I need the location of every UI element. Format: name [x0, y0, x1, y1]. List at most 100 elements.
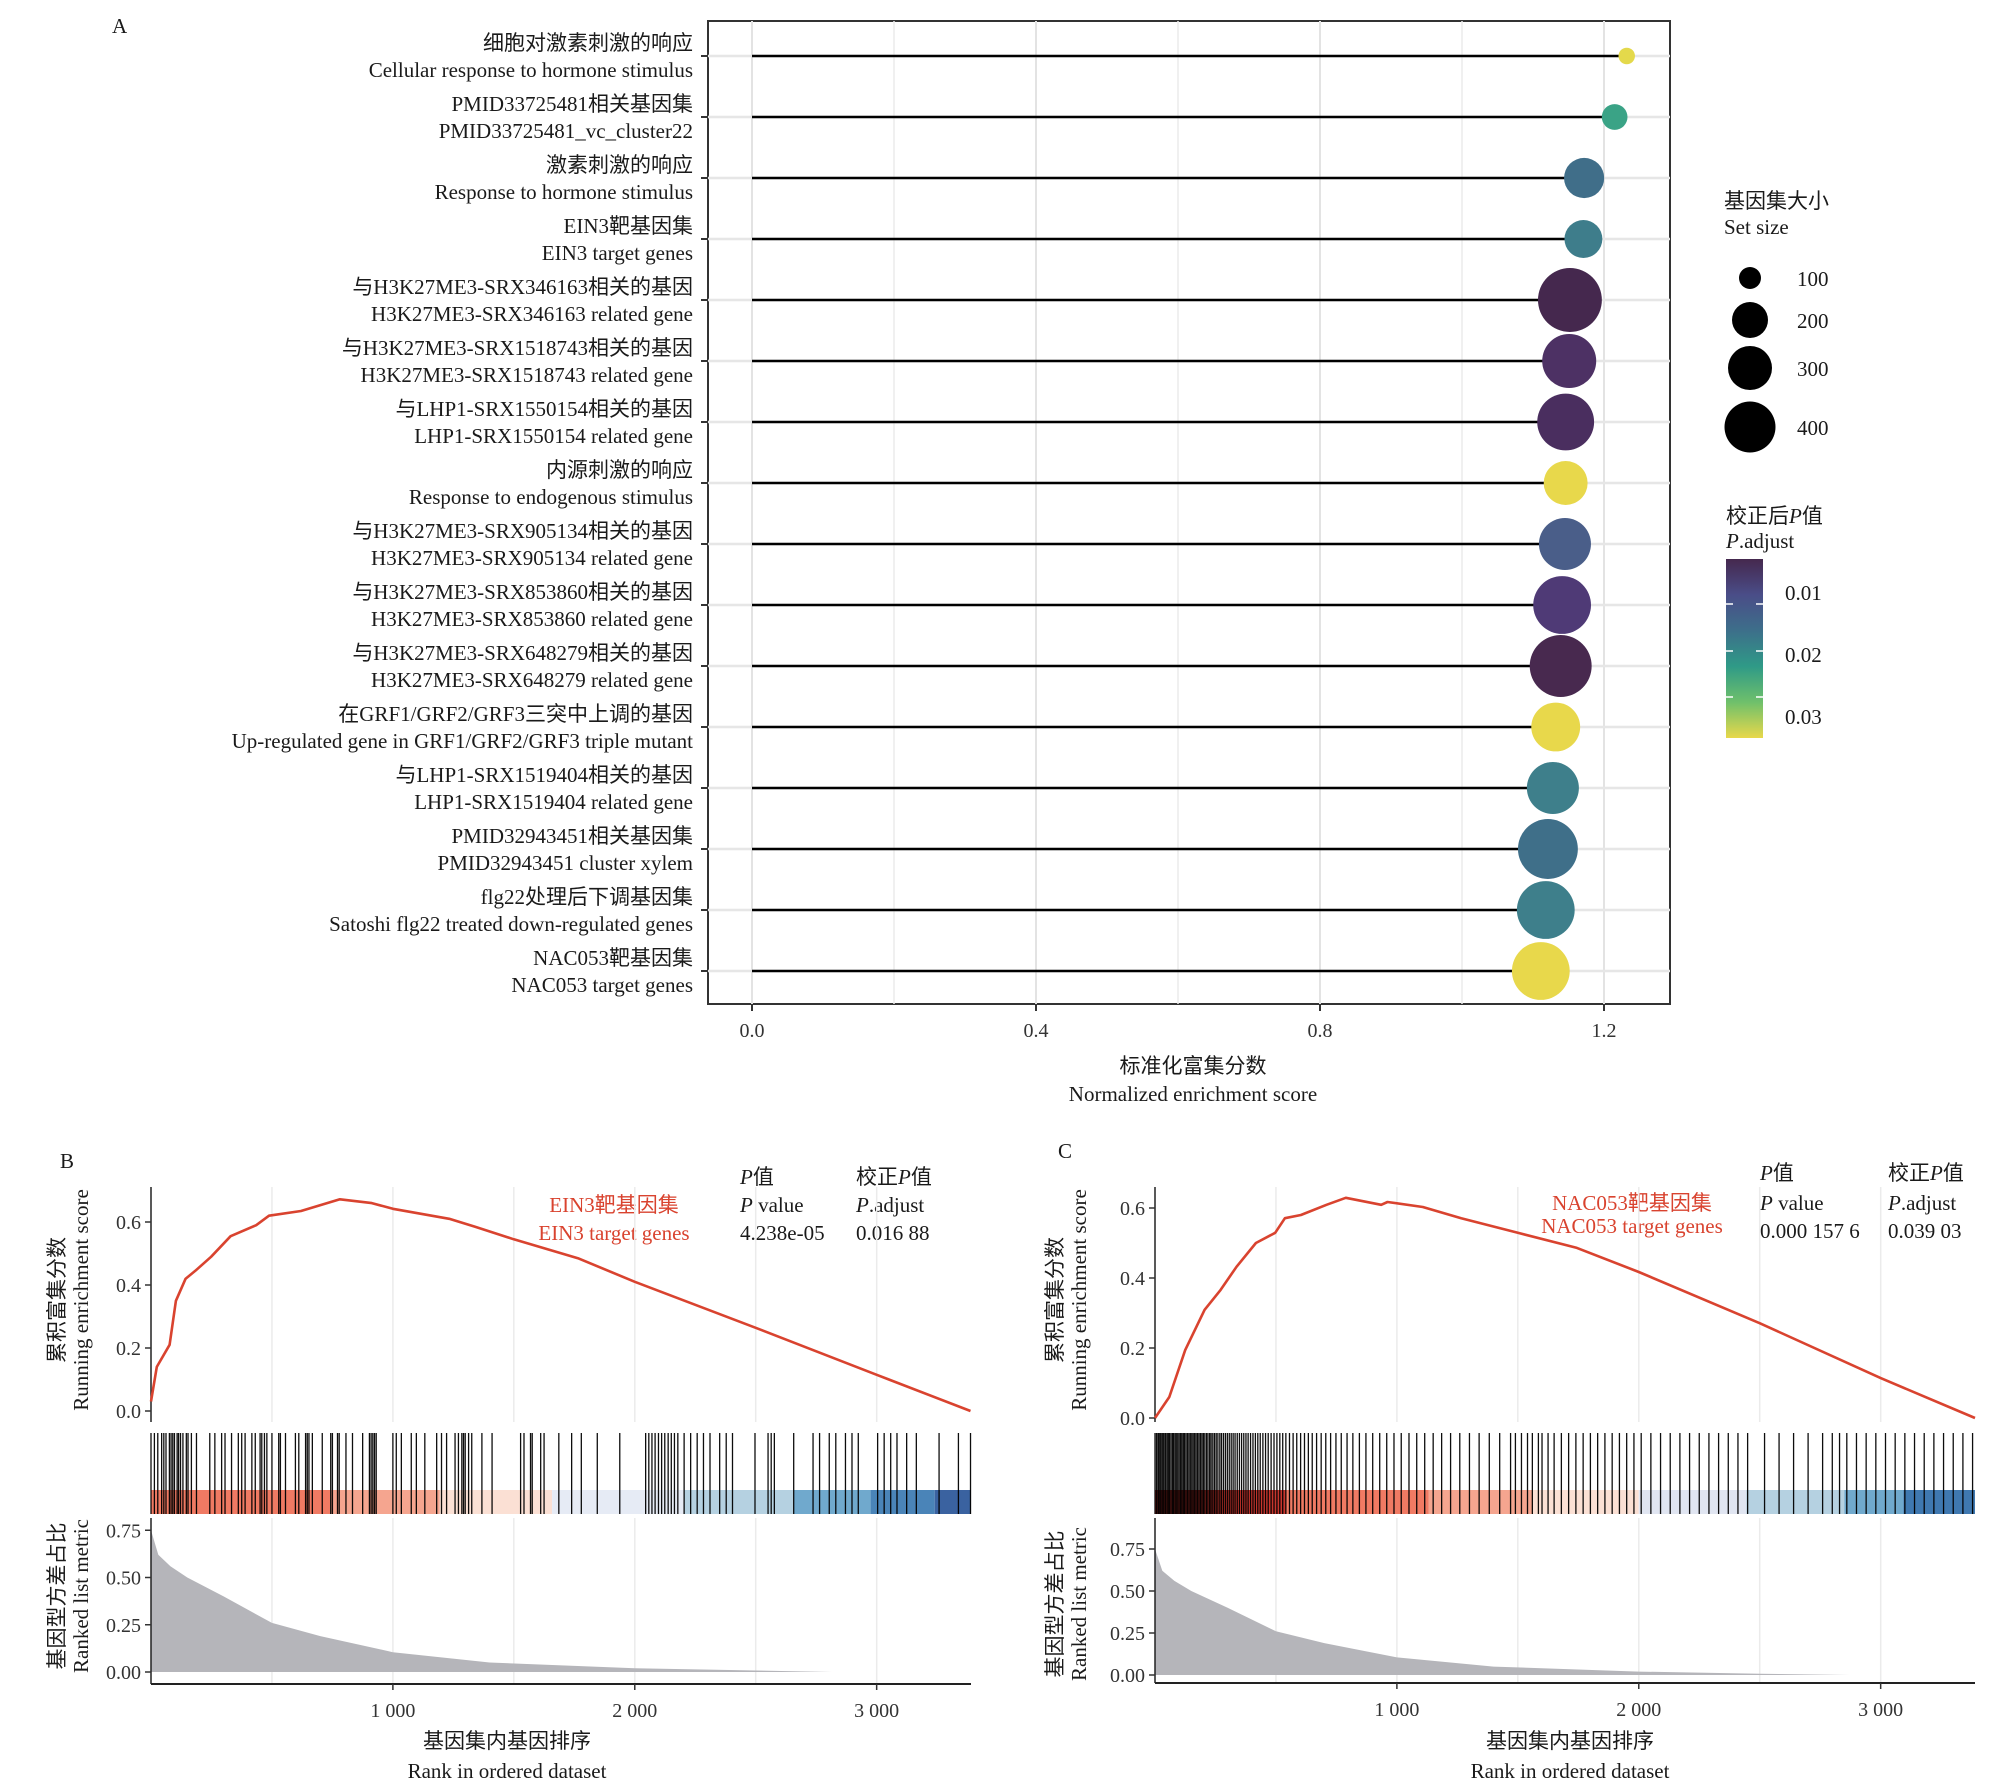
- metric-y-tick-label: 0.75: [1110, 1539, 1145, 1561]
- rank-color-band: [793, 1490, 871, 1514]
- panel-b: B EIN3靶基因集 EIN3 target genes P值 P value …: [45, 1149, 972, 1783]
- color-legend-tick: 0.02: [1785, 643, 1822, 667]
- lollipop-point: [1564, 220, 1603, 258]
- lollipop-row: 与LHP1-SRX1550154相关的基因 LHP1-SRX1550154 rel…: [395, 393, 1670, 451]
- category-label-en: EIN3 target genes: [542, 241, 693, 265]
- panel-b-pvalue: 4.238e-05: [740, 1221, 825, 1245]
- category-label-cn: 与LHP1-SRX1519404相关的基因: [395, 763, 693, 787]
- color-legend-tick: 0.01: [1785, 581, 1822, 605]
- panel-a-rows: 细胞对激素刺激的响应 Cellular response to hormone s…: [232, 31, 1670, 1000]
- panel-b-xlabel-en: Rank in ordered dataset: [408, 1759, 607, 1783]
- category-label-en: Response to endogenous stimulus: [409, 485, 693, 509]
- x-tick-label: 1.2: [1592, 1020, 1617, 1042]
- color-legend-bar: [1726, 559, 1763, 738]
- category-label-en: NAC053 target genes: [511, 973, 693, 997]
- panel-b-xlabel-cn: 基因集内基因排序: [423, 1729, 591, 1753]
- lollipop-point: [1529, 635, 1592, 697]
- category-label-cn: 与LHP1-SRX1550154相关的基因: [395, 397, 693, 421]
- lollipop-point: [1511, 942, 1570, 1000]
- lollipop-row: 与LHP1-SRX1519404相关的基因 LHP1-SRX1519404 rel…: [395, 761, 1670, 815]
- category-label-en: LHP1-SRX1550154 related gene: [414, 424, 693, 448]
- lollipop-row: 细胞对激素刺激的响应 Cellular response to hormone s…: [369, 31, 1670, 82]
- panel-c-ylabel-top-cn: 累积富集分数: [1043, 1237, 1067, 1363]
- rank-color-band: [330, 1490, 440, 1514]
- lollipop-row: 与H3K27ME3-SRX648279相关的基因 H3K27ME3-SRX6482…: [352, 635, 1670, 697]
- es-y-tick-label: 0.6: [116, 1212, 141, 1234]
- lollipop-row: 内源刺激的响应 Response to endogenous stimulus: [409, 458, 1670, 509]
- x-tick-label: 0.8: [1308, 1020, 1333, 1042]
- size-legend-key-300: [1728, 346, 1772, 390]
- category-label-en: Cellular response to hormone stimulus: [369, 58, 693, 82]
- panel-b-plot: 0.0 0.2 0.4 0.6 0.00 0.25 0.50 0.75 1 000 2 000 3 …: [106, 1187, 972, 1722]
- es-y-tick-label: 0.0: [1120, 1408, 1145, 1430]
- rank-color-band: [1532, 1490, 1639, 1514]
- rank-color-band: [439, 1490, 553, 1514]
- size-legend-key-200: [1732, 302, 1768, 338]
- size-legend-key-100: [1739, 267, 1761, 289]
- panel-a-xlabel-cn: 标准化富集分数: [1120, 1054, 1267, 1078]
- lollipop-point: [1533, 576, 1592, 634]
- panel-c-letter: C: [1058, 1139, 1072, 1163]
- lollipop-row: 与H3K27ME3-SRX853860相关的基因 H3K27ME3-SRX8538…: [352, 576, 1670, 634]
- lollipop-row: 与H3K27ME3-SRX905134相关的基因 H3K27ME3-SRX9051…: [352, 517, 1670, 571]
- x-tick-label: 2 000: [1616, 1699, 1661, 1721]
- size-legend-label: 100: [1797, 267, 1829, 291]
- panel-b-padj-head-cn: 校正P值: [856, 1165, 932, 1189]
- category-label-cn: PMID33725481相关基因集: [451, 92, 693, 116]
- panel-a-x-ticks: 0.0 0.4 0.8 1.2: [740, 1004, 1617, 1042]
- panel-c-pvalue-head-cn: P值: [1759, 1161, 1794, 1185]
- metric-y-tick-label: 0.50: [106, 1568, 141, 1590]
- category-label-cn: 与H3K27ME3-SRX853860相关的基因: [352, 580, 693, 604]
- lollipop-point: [1542, 333, 1597, 389]
- metric-y-tick-label: 0.25: [1110, 1623, 1145, 1645]
- panel-c-ylabel-bottom-en: Ranked list metric: [1067, 1527, 1091, 1681]
- panel-b-gene-set-cn: EIN3靶基因集: [549, 1193, 679, 1217]
- category-label-cn: 在GRF1/GRF2/GRF3三突中上调的基因: [338, 702, 693, 726]
- panel-b-ylabel-bottom-cn: 基因型方差占比: [45, 1523, 69, 1670]
- size-legend-label: 300: [1797, 357, 1829, 381]
- lollipop-row: NAC053靶基因集 NAC053 target genes: [511, 942, 1670, 1000]
- category-label-en: H3K27ME3-SRX905134 related gene: [371, 546, 693, 570]
- category-label-cn: NAC053靶基因集: [533, 946, 693, 970]
- x-tick-label: 3 000: [1858, 1699, 1903, 1721]
- lollipop-row: 与H3K27ME3-SRX346163相关的基因 H3K27ME3-SRX3461…: [352, 268, 1670, 332]
- ranked-metric-area: [1155, 1549, 1850, 1675]
- category-label-en: Response to hormone stimulus: [435, 180, 693, 204]
- category-label-en: Satoshi flg22 treated down-regulated gen…: [329, 912, 693, 936]
- panel-a-xlabel-en: Normalized enrichment score: [1069, 1082, 1317, 1106]
- category-label-en: H3K27ME3-SRX346163 related gene: [371, 302, 693, 326]
- color-legend: 校正后P值 P.adjust 0.01 0.02 0.03: [1725, 504, 1823, 738]
- category-label-cn: flg22处理后下调基因集: [481, 885, 693, 909]
- panel-a-letter: A: [112, 14, 128, 38]
- es-y-tick-label: 0.6: [1120, 1198, 1145, 1220]
- panel-c-ylabel-top-en: Running enrichment score: [1067, 1189, 1091, 1411]
- panel-c-padj-head-cn: 校正P值: [1888, 1161, 1964, 1185]
- panel-c-pvalue: 0.000 157 6: [1760, 1219, 1860, 1243]
- x-tick-label: 0.0: [740, 1020, 765, 1042]
- category-label-en: PMID32943451 cluster xylem: [438, 851, 693, 875]
- rank-color-band: [1638, 1490, 1747, 1514]
- x-tick-label: 1 000: [1374, 1699, 1419, 1721]
- panel-b-padj-head-en: P.adjust: [855, 1193, 924, 1217]
- category-label-cn: 与H3K27ME3-SRX1518743相关的基因: [342, 336, 693, 360]
- lollipop-point: [1531, 702, 1581, 752]
- color-legend-title-cn: 校正后P值: [1726, 504, 1823, 528]
- color-legend-title-en: P.adjust: [1725, 529, 1794, 553]
- lollipop-row: 激素刺激的响应 Response to hormone stimulus: [435, 153, 1670, 204]
- category-label-en: H3K27ME3-SRX1518743 related gene: [361, 363, 693, 387]
- rank-color-band: [683, 1490, 794, 1514]
- category-label-cn: EIN3靶基因集: [564, 214, 694, 238]
- panel-b-ylabel-bottom-en: Ranked list metric: [69, 1519, 93, 1673]
- es-y-tick-label: 0.4: [116, 1275, 141, 1297]
- category-label-cn: 与H3K27ME3-SRX346163相关的基因: [352, 275, 693, 299]
- category-label-en: PMID33725481_vc_cluster22: [439, 119, 693, 143]
- lollipop-row: PMID32943451相关基因集 PMID32943451 cluster xy…: [438, 819, 1670, 879]
- lollipop-point: [1537, 393, 1595, 451]
- size-legend-title-en: Set size: [1724, 215, 1789, 239]
- color-legend-tick: 0.03: [1785, 705, 1822, 729]
- lollipop-point: [1537, 268, 1602, 332]
- rank-color-band: [1746, 1490, 1845, 1514]
- panel-c-padj: 0.039 03: [1888, 1219, 1962, 1243]
- x-tick-label: 3 000: [854, 1700, 899, 1722]
- rank-color-band: [1428, 1490, 1533, 1514]
